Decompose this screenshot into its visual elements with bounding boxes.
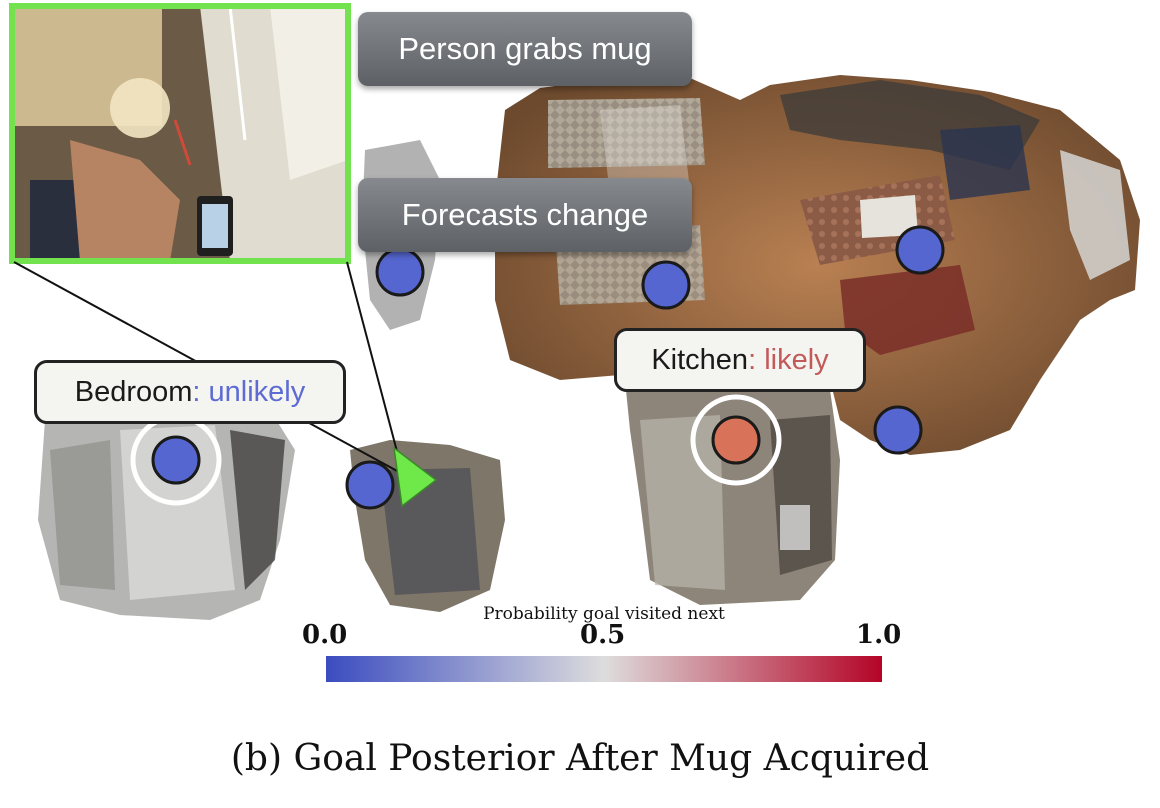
kitchen-status: likely [764,343,829,376]
inset-border [9,3,351,264]
goal-marker[interactable] [873,405,923,455]
forecast-callout-text: Forecasts change [401,197,649,232]
colorbar-tick-mid: 0.5 [580,620,626,650]
event-callout: Person grabs mug [358,12,692,86]
colorbar-tick-min: 0.0 [302,620,348,650]
goal-marker[interactable] [711,415,761,465]
bedroom-sep: : [192,375,209,408]
goal-marker[interactable] [345,460,395,510]
goal-marker[interactable] [895,225,945,275]
bedroom-status: unlikely [208,375,306,408]
connector-line-right [346,261,405,479]
colorbar [326,656,882,682]
event-callout-text: Person grabs mug [398,31,652,66]
forecast-callout: Forecasts change [358,178,692,252]
kitchen-label: Kitchen: likely [614,328,866,392]
colorbar-tick-max: 1.0 [856,620,902,650]
person-position-marker [393,446,438,508]
goal-marker[interactable] [641,260,691,310]
bedroom-name: Bedroom [74,375,193,408]
goal-markers [130,225,945,510]
kitchen-sep: : [748,343,765,376]
figure-caption: (b) Goal Posterior After Mug Acquired [230,738,930,779]
goal-marker-kitchen-ring [690,394,782,486]
goal-marker[interactable] [151,435,201,485]
egocentric-view-inset [9,3,351,264]
kitchen-mesh [625,375,840,605]
bedroom-mesh [38,395,295,620]
goal-marker[interactable] [375,247,425,297]
kitchen-name: Kitchen [651,343,749,376]
colorbar-title: Probability goal visited next [483,604,725,624]
bedroom-label: Bedroom: unlikely [34,360,346,424]
